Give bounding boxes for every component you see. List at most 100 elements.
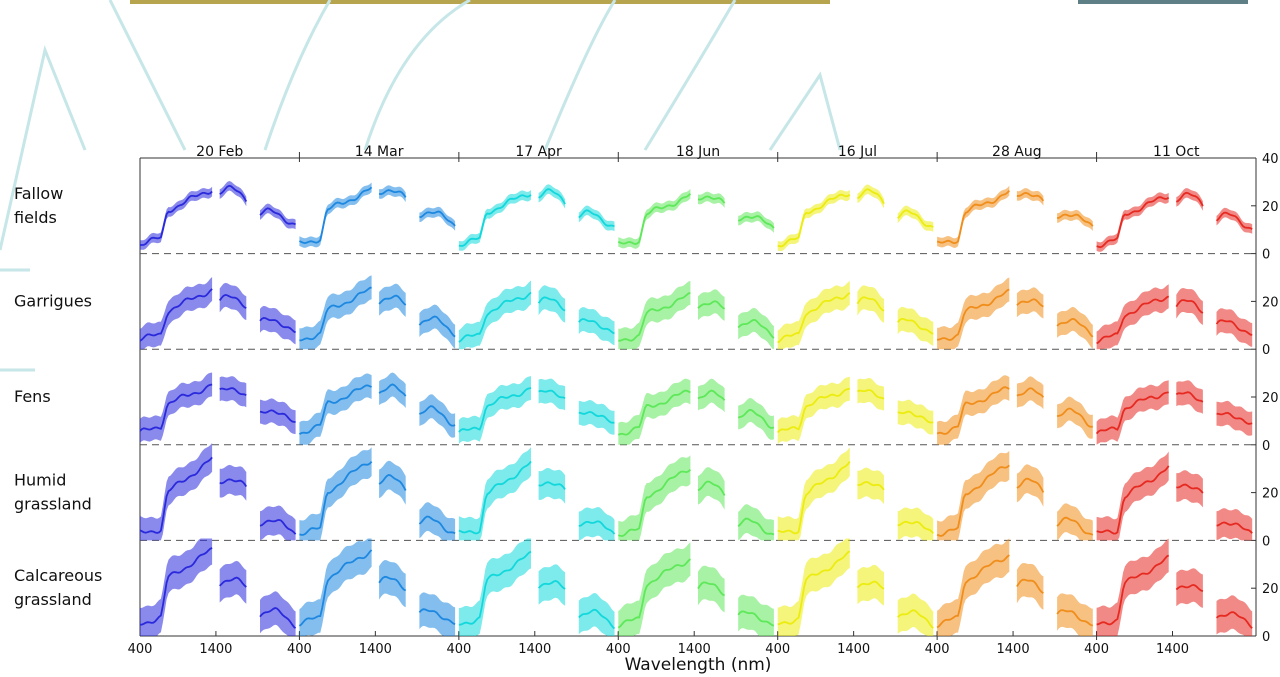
spectral-mean-line [897, 410, 934, 424]
spectral-mean-line [737, 610, 775, 627]
spectral-band-area [937, 375, 1010, 445]
spectral-band-area [260, 591, 296, 636]
spectral-band-area [1216, 595, 1253, 636]
spectral-band-area [1176, 568, 1203, 608]
spectral-mean-line [1016, 578, 1044, 594]
y-tick-label: 0 [1262, 439, 1270, 454]
spectral-band-area [1016, 376, 1044, 410]
spectral-band-area [1096, 451, 1169, 541]
spectral-band-area [458, 447, 531, 541]
spectral-band-area [777, 189, 850, 252]
spectral-mean-line [897, 609, 934, 629]
decor-curve [768, 71, 842, 151]
spectral-band-area [458, 190, 531, 251]
spectral-band-area [379, 283, 406, 317]
spectral-band-area [777, 281, 850, 350]
y-tick-label: 0 [1262, 343, 1270, 358]
spectral-band-area [738, 398, 774, 440]
decor-curve [643, 0, 737, 151]
spectral-mean-line [1215, 319, 1253, 336]
spectral-mean-line [1016, 477, 1045, 493]
spectral-band-area [698, 289, 725, 321]
spectral-mean-line [617, 389, 691, 436]
spectral-band-area [578, 307, 615, 346]
spectral-mean-line [1175, 583, 1204, 593]
spectral-band-area [140, 372, 213, 443]
y-tick-label: 0 [1262, 534, 1270, 549]
date-header: 18 Jun [676, 144, 720, 160]
spectral-mean-line [697, 195, 726, 204]
spectral-band-area [219, 560, 247, 604]
spectral-band-area [897, 507, 934, 541]
date-header: 17 Apr [515, 144, 562, 160]
spectral-mean-line [219, 478, 248, 488]
spectral-mean-line [458, 194, 532, 247]
spectral-mean-line [936, 189, 1010, 245]
spectral-band-area [419, 394, 456, 438]
x-tick-label: 1400 [359, 642, 392, 657]
spectral-mean-line [737, 408, 775, 429]
spectral-mean-line [777, 193, 851, 248]
spectral-band-area [458, 376, 531, 444]
y-tick-label: 40 [1262, 152, 1279, 167]
spectral-mean-line [219, 576, 247, 588]
spectral-mean-line [538, 389, 566, 400]
spectral-mean-line [537, 579, 566, 590]
spectral-band-area [897, 399, 934, 435]
spectral-mean-line [1215, 211, 1253, 230]
spectral-mean-line [618, 468, 692, 538]
spectral-band-area [1057, 396, 1093, 439]
spectral-band-area [458, 280, 531, 350]
spectral-mean-line [1175, 391, 1204, 403]
spectral-mean-line [777, 387, 851, 434]
spectral-mean-line [897, 209, 934, 228]
spectral-band-area [1096, 192, 1169, 252]
spectral-mean-line [298, 549, 373, 627]
spectral-band-area [140, 277, 213, 350]
spectral-mean-line [1095, 391, 1169, 435]
spectral-mean-line [1016, 191, 1045, 202]
decor-curve [0, 44, 87, 251]
date-header: 28 Aug [992, 144, 1042, 160]
spectral-band-area [937, 185, 1010, 248]
x-tick-label: 1400 [997, 642, 1030, 657]
spectral-band-area [379, 460, 406, 505]
y-tick-label: 20 [1262, 582, 1279, 597]
spectral-mean-line [578, 209, 615, 228]
spectral-mean-line [418, 515, 456, 535]
x-tick-label: 400 [606, 642, 631, 657]
spectral-band-area [1016, 287, 1044, 319]
x-tick-label: 1400 [837, 642, 870, 657]
spectral-band-area [1176, 188, 1203, 211]
spectral-mean-line [1096, 465, 1170, 535]
spectral-band-area [260, 305, 296, 345]
spectral-mean-line [419, 210, 456, 227]
decor-curve [543, 0, 617, 151]
spectral-mean-line [897, 520, 934, 534]
spectral-band-area [419, 206, 456, 231]
spectral-band-area [1176, 470, 1203, 508]
spectral-mean-line [617, 558, 691, 629]
x-tick-label: 400 [925, 642, 950, 657]
spectral-band-area [857, 467, 884, 505]
spectral-band-area [1016, 464, 1044, 507]
spectral-mean-line [378, 575, 407, 592]
spectral-band-area [299, 447, 372, 541]
spectral-band-area [140, 443, 213, 541]
date-header: 11 Oct [1153, 144, 1200, 160]
spectral-band-area [260, 505, 296, 541]
spectral-mean-line [298, 384, 372, 435]
spectral-band-area [299, 538, 372, 636]
y-tick-label: 20 [1262, 200, 1279, 215]
header-image-strip [130, 0, 830, 4]
spectral-band-area [260, 398, 296, 435]
x-axis-label: Wavelength (nm) [625, 655, 772, 675]
spectral-mean-line [857, 389, 885, 400]
decor-curve [263, 0, 332, 151]
spectral-band-area [578, 205, 615, 232]
spectral-band-area [379, 372, 406, 408]
decor-curve [363, 0, 471, 151]
spectral-band-area [698, 191, 725, 208]
